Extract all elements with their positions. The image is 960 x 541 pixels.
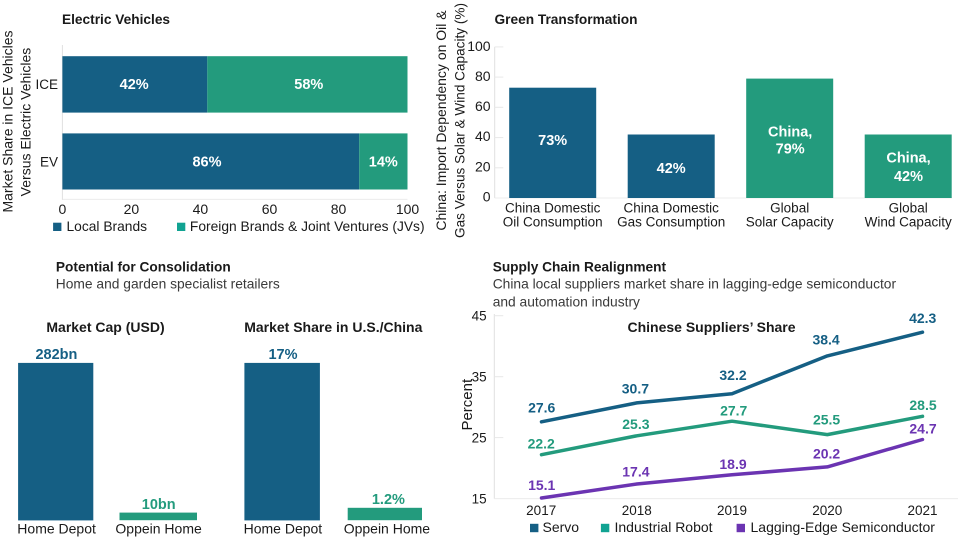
svg-text:Servo: Servo bbox=[543, 519, 580, 535]
svg-text:80: 80 bbox=[475, 68, 491, 84]
svg-text:2018: 2018 bbox=[622, 503, 652, 518]
svg-text:and automation industry: and automation industry bbox=[493, 294, 640, 309]
svg-text:17.4: 17.4 bbox=[622, 464, 649, 480]
svg-text:Chinese Suppliers’ Share: Chinese Suppliers’ Share bbox=[627, 319, 795, 335]
svg-text:Gas Versus Solar & Wind Capaci: Gas Versus Solar & Wind Capacity (%) bbox=[453, 3, 468, 238]
svg-text:20.2: 20.2 bbox=[813, 445, 840, 461]
svg-text:86%: 86% bbox=[192, 155, 221, 171]
svg-text:24.7: 24.7 bbox=[909, 421, 936, 437]
svg-text:42%: 42% bbox=[120, 77, 149, 93]
svg-text:58%: 58% bbox=[294, 77, 323, 93]
svg-text:Global: Global bbox=[889, 201, 928, 216]
svg-text:40: 40 bbox=[193, 201, 209, 217]
svg-text:Gas Consumption: Gas Consumption bbox=[617, 215, 725, 230]
svg-text:Green Transformation: Green Transformation bbox=[495, 12, 638, 27]
svg-text:18.9: 18.9 bbox=[719, 456, 746, 472]
svg-text:27.7: 27.7 bbox=[720, 403, 747, 419]
svg-text:Foreign Brands & Joint Venture: Foreign Brands & Joint Ventures (JVs) bbox=[190, 219, 425, 234]
svg-text:20: 20 bbox=[475, 158, 491, 174]
svg-text:EV: EV bbox=[40, 154, 58, 169]
svg-text:Lagging-Edge Semiconductor: Lagging-Edge Semiconductor bbox=[751, 519, 936, 535]
svg-text:Solar Capacity: Solar Capacity bbox=[746, 215, 834, 230]
svg-text:30.7: 30.7 bbox=[622, 381, 649, 397]
svg-text:0: 0 bbox=[483, 188, 491, 204]
svg-text:35: 35 bbox=[472, 370, 487, 385]
svg-text:Home and garden specialist ret: Home and garden specialist retailers bbox=[56, 276, 280, 291]
svg-text:2017: 2017 bbox=[526, 503, 556, 518]
svg-text:Market Share in U.S./China: Market Share in U.S./China bbox=[244, 319, 422, 335]
svg-text:China Domestic: China Domestic bbox=[624, 201, 720, 216]
svg-text:32.2: 32.2 bbox=[719, 367, 746, 383]
svg-text:100: 100 bbox=[396, 201, 420, 217]
svg-text:Home Depot: Home Depot bbox=[244, 521, 323, 537]
svg-text:42%: 42% bbox=[657, 161, 686, 177]
svg-text:Home Depot: Home Depot bbox=[17, 521, 96, 537]
svg-text:Oppein Home: Oppein Home bbox=[344, 521, 431, 537]
svg-text:10bn: 10bn bbox=[142, 497, 176, 513]
svg-text:14%: 14% bbox=[369, 155, 398, 171]
svg-text:Market Cap (USD): Market Cap (USD) bbox=[46, 319, 164, 335]
svg-text:282bn: 282bn bbox=[35, 347, 77, 363]
svg-text:80: 80 bbox=[331, 201, 347, 217]
svg-text:100: 100 bbox=[467, 38, 491, 54]
svg-text:42%: 42% bbox=[894, 169, 923, 185]
svg-text:Electric Vehicles: Electric Vehicles bbox=[62, 12, 170, 27]
svg-text:Potential for Consolidation: Potential for Consolidation bbox=[56, 259, 231, 274]
svg-text:Industrial Robot: Industrial Robot bbox=[615, 519, 713, 535]
svg-text:2020: 2020 bbox=[812, 503, 842, 518]
svg-text:40: 40 bbox=[475, 128, 491, 144]
svg-text:28.5: 28.5 bbox=[909, 397, 936, 413]
svg-text:15: 15 bbox=[472, 492, 487, 507]
svg-text:China,: China, bbox=[768, 125, 812, 141]
svg-text:20: 20 bbox=[124, 201, 140, 217]
svg-text:China local suppliers market s: China local suppliers market share in la… bbox=[493, 277, 897, 292]
svg-text:2019: 2019 bbox=[717, 503, 747, 518]
svg-text:15.1: 15.1 bbox=[528, 477, 555, 493]
svg-text:Oil Consumption: Oil Consumption bbox=[503, 215, 603, 230]
svg-text:22.2: 22.2 bbox=[528, 435, 555, 451]
svg-text:45: 45 bbox=[472, 309, 487, 324]
svg-text:25.3: 25.3 bbox=[622, 416, 649, 432]
svg-text:Oppein Home: Oppein Home bbox=[115, 521, 202, 537]
svg-text:27.6: 27.6 bbox=[528, 400, 555, 416]
svg-text:25.5: 25.5 bbox=[813, 411, 840, 427]
svg-text:Versus Electric Vehicles: Versus Electric Vehicles bbox=[17, 48, 33, 197]
svg-text:17%: 17% bbox=[268, 347, 297, 363]
svg-text:25: 25 bbox=[472, 431, 487, 446]
svg-text:0: 0 bbox=[59, 201, 67, 217]
svg-text:60: 60 bbox=[262, 201, 278, 217]
svg-text:Wind Capacity: Wind Capacity bbox=[865, 215, 952, 230]
svg-text:2021: 2021 bbox=[907, 503, 937, 518]
svg-text:73%: 73% bbox=[538, 133, 567, 149]
svg-text:Global: Global bbox=[770, 201, 809, 216]
svg-text:China,: China, bbox=[886, 150, 930, 166]
svg-text:79%: 79% bbox=[776, 142, 805, 158]
svg-text:38.4: 38.4 bbox=[812, 332, 839, 348]
svg-text:42.3: 42.3 bbox=[909, 310, 936, 326]
svg-text:Market Share in ICE Vehicles: Market Share in ICE Vehicles bbox=[0, 30, 16, 212]
svg-text:China: Import Dependency on Oi: China: Import Dependency on Oil & bbox=[433, 10, 449, 231]
svg-text:60: 60 bbox=[475, 98, 491, 114]
svg-text:ICE: ICE bbox=[35, 77, 58, 92]
svg-text:1.2%: 1.2% bbox=[372, 492, 405, 508]
svg-text:China Domestic: China Domestic bbox=[505, 201, 601, 216]
svg-text:Local Brands: Local Brands bbox=[67, 219, 148, 234]
svg-text:Supply Chain Realignment: Supply Chain Realignment bbox=[493, 259, 667, 274]
svg-text:Percent: Percent bbox=[459, 378, 476, 431]
